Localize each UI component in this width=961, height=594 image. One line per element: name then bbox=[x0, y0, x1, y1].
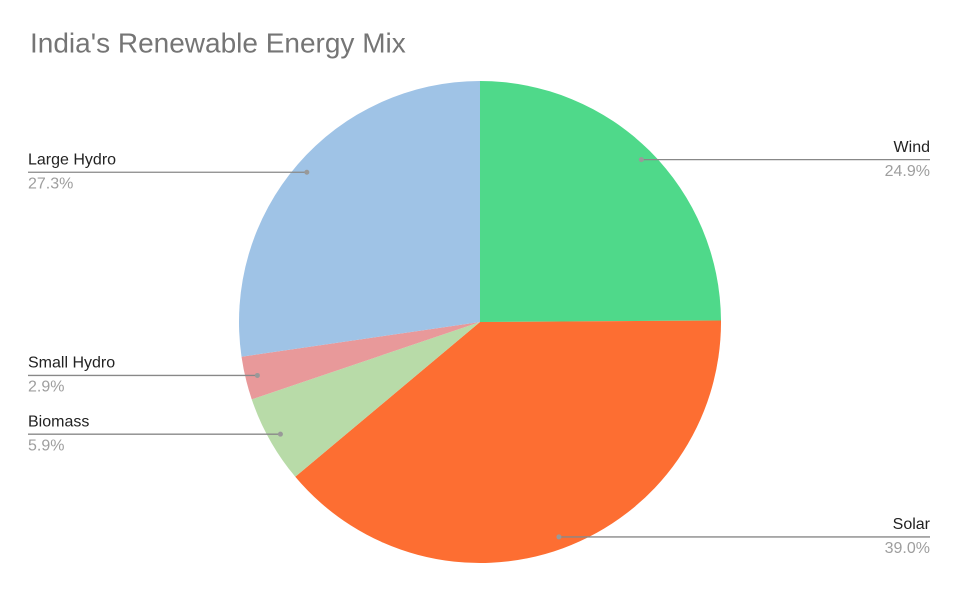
pie-slice bbox=[251, 322, 480, 477]
pie-slice bbox=[480, 81, 721, 322]
pie-slice bbox=[238, 81, 480, 357]
leader-dot bbox=[254, 372, 260, 378]
slice-label: Biomass bbox=[28, 413, 89, 430]
leader-dot bbox=[277, 431, 283, 437]
slice-label: Solar bbox=[893, 516, 931, 533]
slice-value-label: 27.3% bbox=[28, 175, 73, 192]
slice-value-label: 24.9% bbox=[885, 163, 930, 180]
leader-dot bbox=[304, 169, 310, 175]
slice-value-label: 2.9% bbox=[28, 379, 64, 396]
slice-label: Small Hydro bbox=[28, 355, 115, 372]
chart-title: India's Renewable Energy Mix bbox=[30, 27, 406, 58]
slice-label: Wind bbox=[894, 139, 930, 156]
leader-dot bbox=[556, 534, 562, 540]
slice-label: Large Hydro bbox=[28, 151, 116, 168]
pie-slice bbox=[295, 320, 721, 564]
slice-value-label: 5.9% bbox=[28, 437, 64, 454]
slice-value-label: 39.0% bbox=[885, 540, 930, 557]
pie-slice bbox=[241, 322, 480, 400]
leader-dot bbox=[638, 157, 644, 163]
